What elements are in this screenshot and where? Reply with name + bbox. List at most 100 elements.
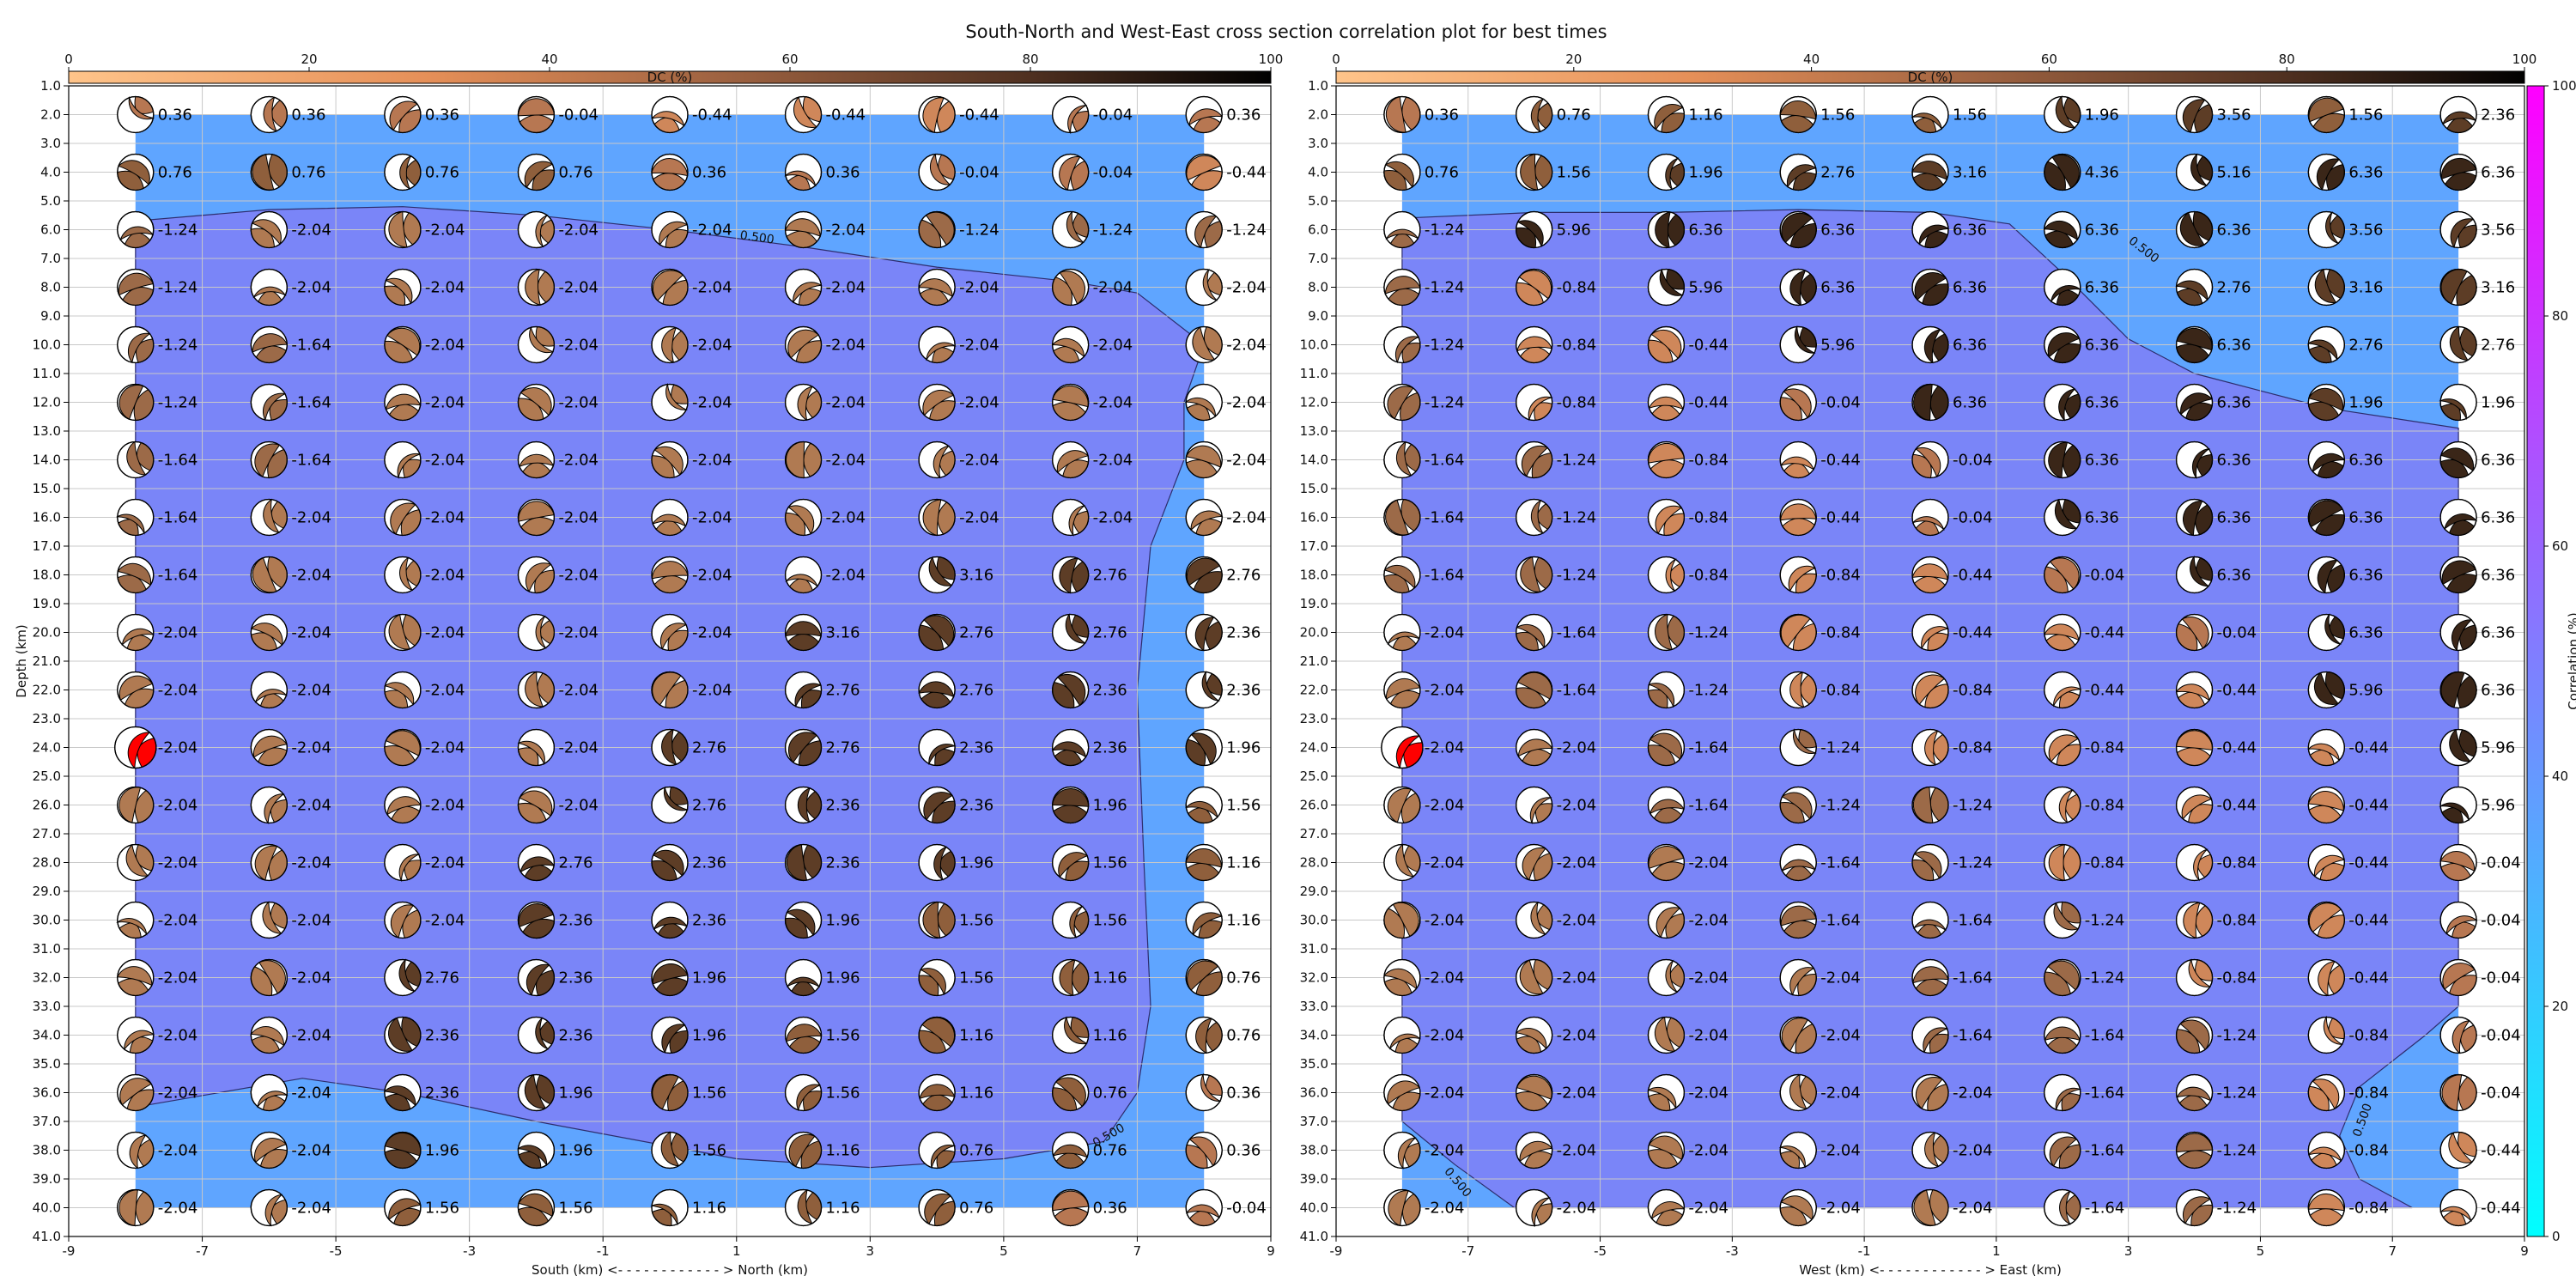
value-label: 2.76: [826, 682, 860, 700]
beachball-rim: [250, 440, 288, 479]
value-label: 1.16: [959, 1027, 993, 1045]
value-label: 3.56: [2217, 106, 2251, 125]
beachball-rim: [2439, 786, 2477, 824]
beachball-rim: [384, 1073, 422, 1112]
beachball-compressional: [1059, 155, 1081, 191]
beachball: [517, 671, 556, 709]
value-label: -2.04: [291, 682, 331, 700]
beachball-compressional: [2175, 683, 2210, 702]
y-tick-label: 30.0: [1300, 913, 1328, 928]
value-label: 6.36: [2085, 394, 2119, 412]
y-tick-label: 7.0: [40, 251, 61, 266]
value-label: 5.96: [1820, 337, 1855, 355]
beachball-rim: [784, 901, 823, 939]
beachball: [1383, 383, 1421, 422]
beachball: [2044, 613, 2081, 652]
beachball-rim: [2175, 958, 2214, 997]
value-label: -2.04: [425, 912, 465, 930]
beachball: [384, 325, 422, 364]
value-label: 5.96: [2348, 682, 2383, 700]
beachball-compressional: [2044, 1026, 2081, 1042]
beachball: [651, 95, 689, 134]
beachball: [1185, 843, 1223, 882]
beachball-compressional: [2051, 154, 2080, 189]
beachball-compressional: [793, 96, 817, 128]
beachball-rim: [117, 786, 155, 824]
beachball-compressional: [118, 384, 144, 420]
beachball-rim: [250, 383, 288, 422]
beachball-rim: [1779, 210, 1817, 249]
beachball-rim: [1383, 613, 1421, 652]
beachball-rim: [250, 843, 288, 882]
beachball-compressional: [1518, 270, 1552, 300]
beachball-rim: [651, 95, 689, 134]
beachball-rim: [918, 325, 956, 364]
beachball-compressional: [119, 1078, 152, 1106]
beachball-rim: [117, 268, 155, 307]
dc-colorbar-tick-label: 0: [1332, 52, 1340, 67]
beachball: [250, 95, 288, 134]
beachball-compressional: [2324, 613, 2342, 645]
value-label: -2.04: [692, 279, 732, 297]
beachball-rim: [651, 1016, 689, 1054]
beachball-rim: [1911, 1073, 1949, 1112]
x-tick-label: 9: [1267, 1243, 1275, 1259]
beachball-compressional: [2049, 1136, 2078, 1167]
beachball: [1516, 556, 1553, 594]
value-label: -0.84: [2348, 1027, 2389, 1045]
y-tick-label: 24.0: [1300, 740, 1328, 756]
beachball: [1911, 786, 1949, 824]
beachball-rim: [1185, 498, 1223, 537]
value-label: -1.24: [158, 279, 198, 297]
value-label: -2.04: [158, 912, 198, 930]
beachball-rim: [517, 671, 556, 709]
beachball-rim: [2439, 1073, 2477, 1112]
beachball-rim: [1647, 556, 1686, 594]
beachball-rim: [784, 556, 823, 594]
beachball-rim: [651, 498, 689, 537]
value-label: 3.56: [2348, 222, 2383, 240]
dc-colorbar-label: DC (%): [1908, 70, 1953, 85]
beachball-compressional: [1059, 959, 1076, 996]
beachball-compressional: [1394, 336, 1420, 364]
x-tick-label: 5: [999, 1243, 1008, 1259]
beachball-compressional: [2188, 958, 2212, 987]
beachball-compressional: [1387, 386, 1414, 420]
beachball-rim: [2307, 383, 2345, 422]
beachball-rim: [1052, 440, 1090, 479]
value-label: -0.04: [558, 106, 598, 125]
beachball-compressional: [797, 787, 811, 823]
beachball-rim: [384, 671, 422, 709]
beachball: [1779, 440, 1817, 479]
beachball-compressional: [252, 154, 275, 191]
value-label: 0.36: [1226, 106, 1261, 125]
value-label: -2.04: [291, 797, 331, 815]
beachball: [2307, 440, 2346, 479]
beachball-rim: [1052, 958, 1090, 997]
value-label: 6.36: [2217, 394, 2251, 412]
value-label: -1.24: [1093, 222, 1133, 240]
beachball-rim: [1516, 786, 1553, 824]
beachball-rim: [1779, 556, 1817, 594]
value-label: -2.04: [1688, 1027, 1728, 1045]
beachball-compressional: [1395, 843, 1415, 878]
beachball-rim: [117, 440, 155, 479]
value-label: -1.24: [959, 222, 999, 240]
beachball: [651, 210, 689, 249]
beachball-rim: [117, 556, 155, 594]
beachball-rim: [2307, 556, 2345, 594]
beachball-compressional: [1789, 270, 1807, 307]
beachball-rim: [2175, 210, 2214, 249]
beachball-rim: [2044, 613, 2081, 652]
beachball: [2175, 1073, 2214, 1112]
y-tick-label: 26.0: [1300, 798, 1328, 813]
y-tick-label: 9.0: [1308, 308, 1328, 324]
beachball-rim: [1647, 498, 1686, 537]
beachball-rim: [2044, 901, 2081, 939]
beachball: [1185, 1016, 1223, 1054]
beachball: [2439, 498, 2478, 537]
beachball-rim: [2175, 1016, 2214, 1054]
beachball-compressional: [652, 513, 687, 527]
beachball: [2307, 556, 2345, 594]
beachball-rim: [1052, 671, 1090, 709]
